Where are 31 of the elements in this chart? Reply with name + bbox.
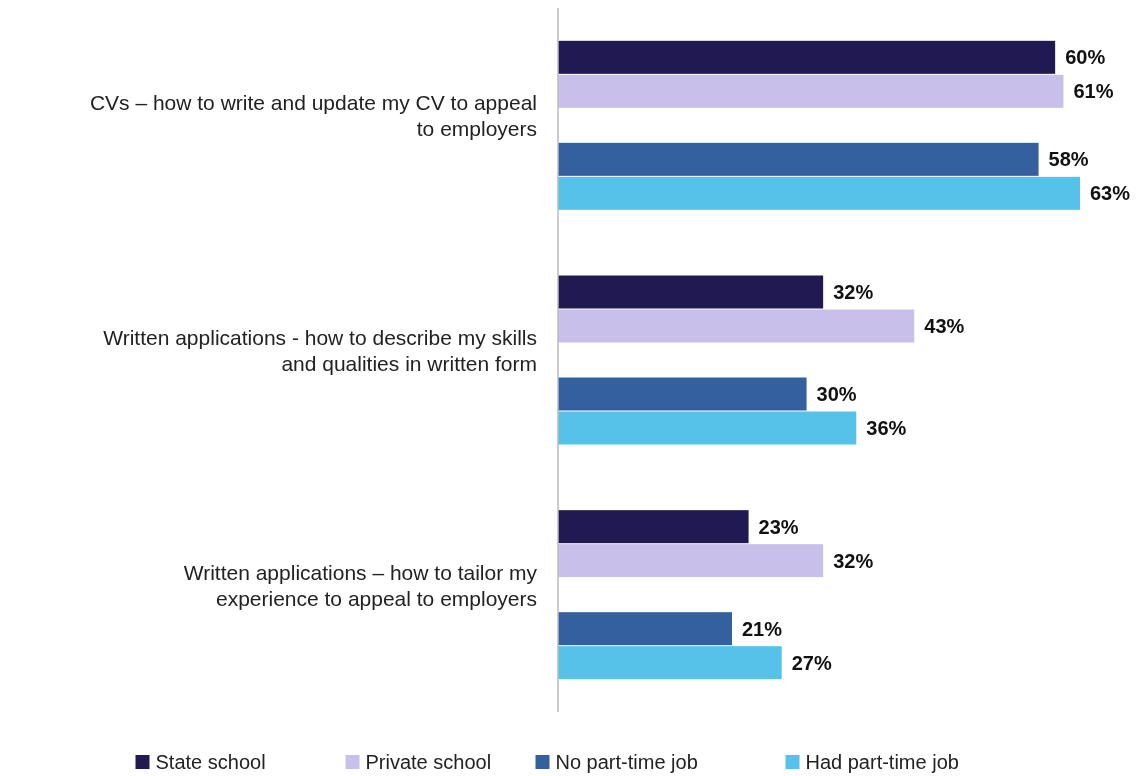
data-label: 63% <box>1090 182 1131 205</box>
y-tick-label: CVs – how to write and update my CV to appeal to employers <box>89 90 537 140</box>
bar <box>558 646 782 680</box>
data-label: 27% <box>791 651 832 674</box>
data-label: 58% <box>1048 148 1089 171</box>
bar <box>558 142 1039 176</box>
bar <box>558 544 824 578</box>
bar <box>558 176 1080 210</box>
data-label: 60% <box>1065 46 1106 69</box>
y-tick-label: Written applications – how to tailor my experience to appeal to employers <box>183 560 538 610</box>
bar <box>558 510 749 544</box>
data-label: 32% <box>833 281 874 303</box>
data-label: 61% <box>1073 80 1114 103</box>
bar <box>558 612 732 646</box>
data-label: 36% <box>866 417 907 439</box>
bar <box>558 411 857 445</box>
legend-label: No part-time job <box>555 751 698 773</box>
bar <box>558 309 915 343</box>
bar <box>558 377 807 411</box>
data-label: 32% <box>833 549 874 572</box>
legend-label: Private school <box>365 751 492 773</box>
data-label: 30% <box>816 383 857 405</box>
bar <box>558 40 1056 74</box>
bar <box>558 74 1064 108</box>
legend-label: Had part-time job <box>805 751 959 773</box>
y-tick-label: Written applications - how to describe my skills and qualities in written form <box>103 325 537 375</box>
bar <box>558 275 824 309</box>
data-label: 23% <box>758 515 799 538</box>
legend-label: State school <box>155 751 266 773</box>
data-label: 43% <box>924 315 965 337</box>
data-label: 21% <box>742 617 783 640</box>
